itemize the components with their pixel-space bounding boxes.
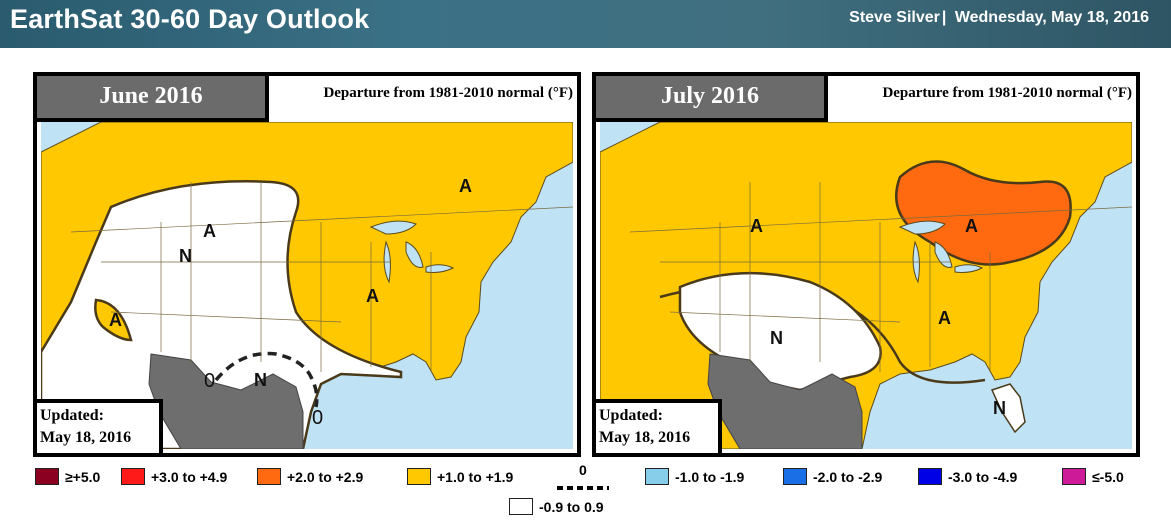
- header-date: Wednesday, May 18, 2016: [954, 9, 1149, 26]
- legend-item-neutral: -0.9 to 0.9: [509, 498, 604, 515]
- legend-item: +1.0 to +1.9: [407, 468, 513, 485]
- above-patch-sw: [94, 298, 133, 342]
- updated-box: Updated: May 18, 2016: [592, 399, 722, 457]
- legend-swatch: [1062, 468, 1086, 485]
- great-lakes: [369, 220, 455, 284]
- great-lakes: [898, 220, 984, 284]
- region-label: A: [965, 216, 978, 236]
- legend-label: -1.0 to -1.9: [675, 468, 745, 485]
- month-tab-june: June 2016: [33, 72, 269, 122]
- legend-swatch: [257, 468, 281, 485]
- header-bar: EarthSat 30-60 Day Outlook Steve Silver |…: [0, 0, 1171, 48]
- legend-swatch: [407, 468, 431, 485]
- updated-date: May 18, 2016: [40, 429, 132, 446]
- june-outlook-map: A A N A A N 0 0: [41, 122, 573, 449]
- legend-label: ≤-5.0: [1092, 468, 1124, 485]
- state-boundaries: [70, 182, 573, 372]
- zero-line-label: 0: [204, 370, 215, 392]
- region-label: N: [993, 398, 1006, 418]
- legend-item: +2.0 to +2.9: [257, 468, 363, 485]
- updated-heading: Updated:: [40, 407, 105, 424]
- departure-label: Departure from 1981-2010 normal (°F): [882, 85, 1132, 101]
- region-label: A: [366, 286, 379, 306]
- region-label: A: [938, 308, 951, 328]
- legend-label: -2.0 to -2.9: [813, 468, 883, 485]
- legend-label: +2.0 to +2.9: [287, 468, 364, 485]
- much-above-region: [895, 160, 1072, 266]
- legend: ≥+5.0 +3.0 to +4.9 +2.0 to +2.9 +1.0 to …: [0, 462, 1171, 524]
- legend-label: ≥+5.0: [65, 468, 101, 485]
- legend-label: +1.0 to +1.9: [437, 468, 514, 485]
- updated-date: May 18, 2016: [599, 429, 691, 446]
- departure-label: Departure from 1981-2010 normal (°F): [323, 85, 573, 101]
- normal-region: [41, 180, 403, 449]
- legend-swatch: [783, 468, 807, 485]
- zero-line-label: 0: [312, 407, 323, 429]
- legend-item: +3.0 to +4.9: [121, 468, 227, 485]
- july-map-panel: July 2016 Departure from 1981-2010 norma…: [592, 72, 1140, 457]
- normal-region-florida: [990, 383, 1026, 434]
- july-outlook-map: A A N A N: [600, 122, 1132, 449]
- legend-swatch: [35, 468, 59, 485]
- legend-item: -1.0 to -1.9: [645, 468, 744, 485]
- legend-label: -0.9 to 0.9: [539, 498, 604, 515]
- author-name: Steve Silver: [849, 9, 940, 26]
- region-label: N: [770, 328, 783, 348]
- legend-item: ≥+5.0: [35, 468, 100, 485]
- region-label: A: [109, 310, 122, 330]
- page-title: EarthSat 30-60 Day Outlook: [10, 4, 370, 34]
- legend-zero-line: [557, 486, 609, 490]
- legend-swatch: [645, 468, 669, 485]
- region-label: N: [179, 246, 192, 266]
- month-tab-july: July 2016: [592, 72, 828, 122]
- byline: Steve Silver | Wednesday, May 18, 2016: [849, 9, 1149, 27]
- zero-line-dashed: [214, 351, 319, 408]
- legend-label: -3.0 to -4.9: [948, 468, 1018, 485]
- legend-item: -2.0 to -2.9: [783, 468, 882, 485]
- region-label: A: [203, 221, 216, 241]
- legend-swatch: [509, 498, 533, 515]
- byline-separator: |: [941, 9, 947, 26]
- legend-swatch: [121, 468, 145, 485]
- legend-item: -3.0 to -4.9: [918, 468, 1017, 485]
- updated-heading: Updated:: [599, 407, 664, 424]
- updated-box: Updated: May 18, 2016: [33, 399, 163, 457]
- region-label: A: [750, 216, 763, 236]
- region-label: A: [459, 176, 472, 196]
- state-boundaries: [629, 182, 1132, 372]
- legend-zero-label: 0: [579, 462, 587, 478]
- june-map-panel: June 2016 Departure from 1981-2010 norma…: [33, 72, 581, 457]
- legend-label: +3.0 to +4.9: [151, 468, 228, 485]
- region-label: N: [254, 370, 267, 390]
- legend-item: ≤-5.0: [1062, 468, 1124, 485]
- legend-swatch: [918, 468, 942, 485]
